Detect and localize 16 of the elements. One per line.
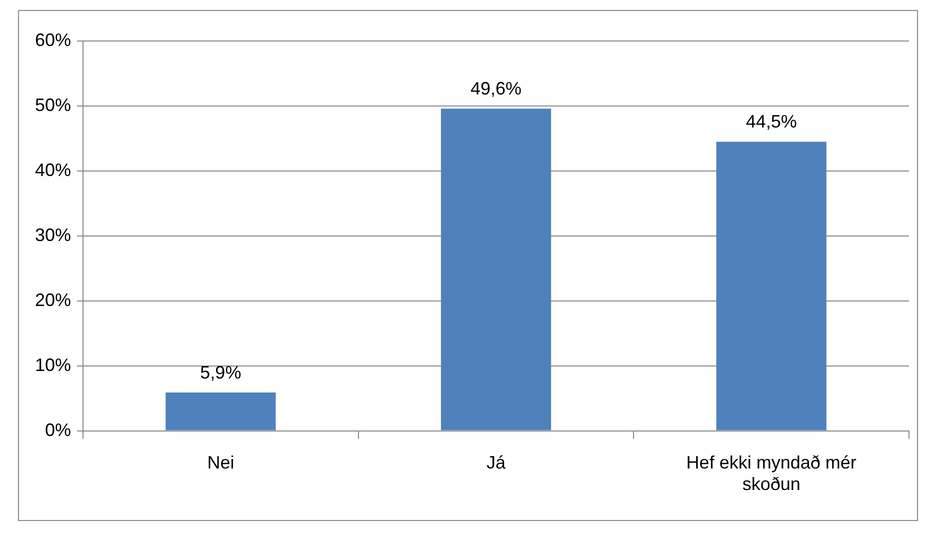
y-tick-label: 10% (34, 354, 72, 375)
y-tick-label: 40% (34, 160, 72, 180)
y-tick-label: 0% (45, 420, 72, 440)
bar (716, 142, 826, 430)
x-tick-label: Já (486, 452, 507, 473)
y-tick-label: 30% (34, 224, 72, 245)
x-tick-label: Nei (207, 452, 234, 473)
y-tick-label: 50% (34, 94, 72, 115)
y-tick-label: 60% (34, 30, 72, 50)
y-tick-label: 20% (34, 290, 72, 310)
data-label: 49,6% (470, 78, 522, 99)
data-label: 5,9% (200, 362, 242, 382)
x-tick-label: Hef ekki myndað mér skoðun (686, 452, 856, 494)
bar (166, 392, 276, 430)
bar (440, 108, 552, 430)
data-label: 44,5% (746, 112, 797, 132)
